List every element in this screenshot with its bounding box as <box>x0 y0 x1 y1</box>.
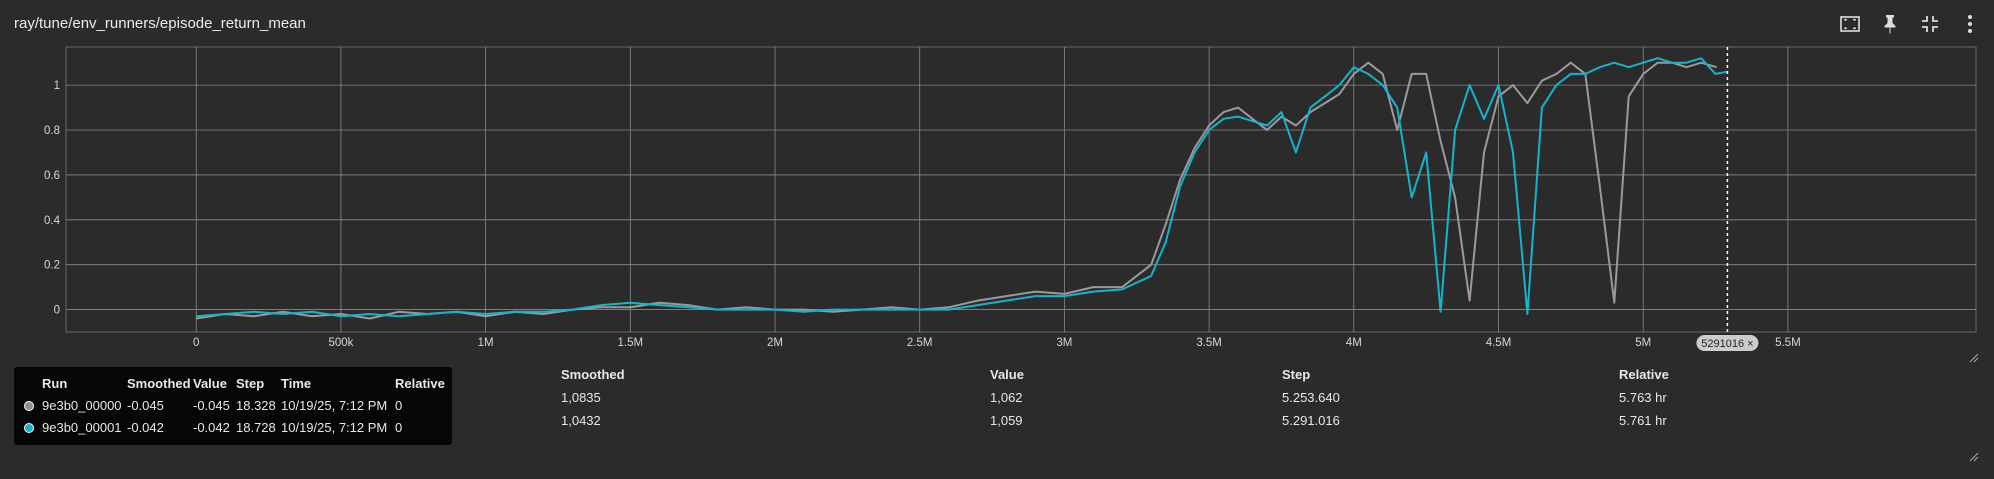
legend-step: 18.728 <box>236 420 276 435</box>
table-cell: 1,059 <box>990 413 1023 428</box>
legend-tooltip: Run Smoothed Value Step Time Relative 9e… <box>14 367 452 445</box>
resize-handle-icon[interactable] <box>1969 452 1979 462</box>
legend-header-value: Value <box>193 376 227 391</box>
x-tick-label: 2.5M <box>907 337 933 349</box>
plot-area <box>65 46 1977 333</box>
pin-icon[interactable] <box>1878 12 1902 36</box>
legend-time: 10/19/25, 7:12 PM <box>281 420 388 435</box>
chart-title: ray/tune/env_runners/episode_return_mean <box>14 15 306 32</box>
table-cell: 1,0835 <box>561 390 601 405</box>
legend-time: 10/19/25, 7:12 PM <box>281 398 388 413</box>
x-tick-label: 4.5M <box>1486 337 1512 349</box>
x-tick-label: 3M <box>1056 337 1072 349</box>
table-header-relative: Relative <box>1619 367 1669 382</box>
y-tick-label: 0.2 <box>44 260 60 272</box>
x-tick-label: 5.5M <box>1775 337 1801 349</box>
series-line <box>196 61 1717 320</box>
y-tick-label: 1 <box>54 80 60 92</box>
legend-header-smoothed: Smoothed <box>127 376 191 391</box>
legend-value: -0.045 <box>193 398 230 413</box>
x-tick-label: 0 <box>193 337 199 349</box>
legend-color-dot <box>24 401 34 411</box>
legend-relative: 0 <box>395 398 403 413</box>
y-tick-label: 0.6 <box>44 170 60 182</box>
table-cell: 5.291.016 <box>1282 413 1340 428</box>
legend-step: 18.328 <box>236 398 276 413</box>
cursor-label-background <box>1696 335 1759 351</box>
legend-header-relative: Relative <box>395 376 445 391</box>
x-tick-label: 4M <box>1346 337 1362 349</box>
x-tick-label: 1.5M <box>618 337 644 349</box>
legend-header-time: Time <box>281 376 312 391</box>
fit-domain-icon[interactable] <box>1838 12 1862 36</box>
x-tick-label: 5M <box>1635 337 1651 349</box>
legend-value: -0.042 <box>193 420 230 435</box>
table-header-smoothed: Smoothed <box>561 367 625 382</box>
cursor-label: 5291016 × <box>1701 338 1753 350</box>
legend-header-step: Step <box>236 376 265 391</box>
legend-relative: 0 <box>395 420 403 435</box>
series-line <box>196 57 1728 318</box>
legend-run: 9e3b0_00000 <box>42 398 122 413</box>
table-cell: 5.763 hr <box>1619 390 1667 405</box>
table-header-value: Value <box>990 367 1024 382</box>
table-cell: 1,062 <box>990 390 1023 405</box>
resize-handle-icon[interactable] <box>1969 353 1979 363</box>
y-tick-label: 0.4 <box>44 215 61 227</box>
y-tick-label: 0 <box>54 305 60 317</box>
legend-smoothed: -0.045 <box>127 398 164 413</box>
x-tick-label: 3.5M <box>1196 337 1222 349</box>
table-header-step: Step <box>1282 367 1311 382</box>
table-cell: 1,0432 <box>561 413 601 428</box>
collapse-icon[interactable] <box>1918 12 1942 36</box>
x-tick-label: 500k <box>328 337 353 349</box>
legend-color-dot <box>24 423 34 433</box>
table-cell: 5.253.640 <box>1282 390 1340 405</box>
table-cell: 5.761 hr <box>1619 413 1667 428</box>
legend-header-run: Run <box>42 376 68 391</box>
more-icon[interactable] <box>1958 12 1982 36</box>
legend-smoothed: -0.042 <box>127 420 164 435</box>
legend-run: 9e3b0_00001 <box>42 420 122 435</box>
x-tick-label: 2M <box>767 337 783 349</box>
y-tick-label: 0.8 <box>44 125 60 137</box>
x-tick-label: 1M <box>478 337 494 349</box>
